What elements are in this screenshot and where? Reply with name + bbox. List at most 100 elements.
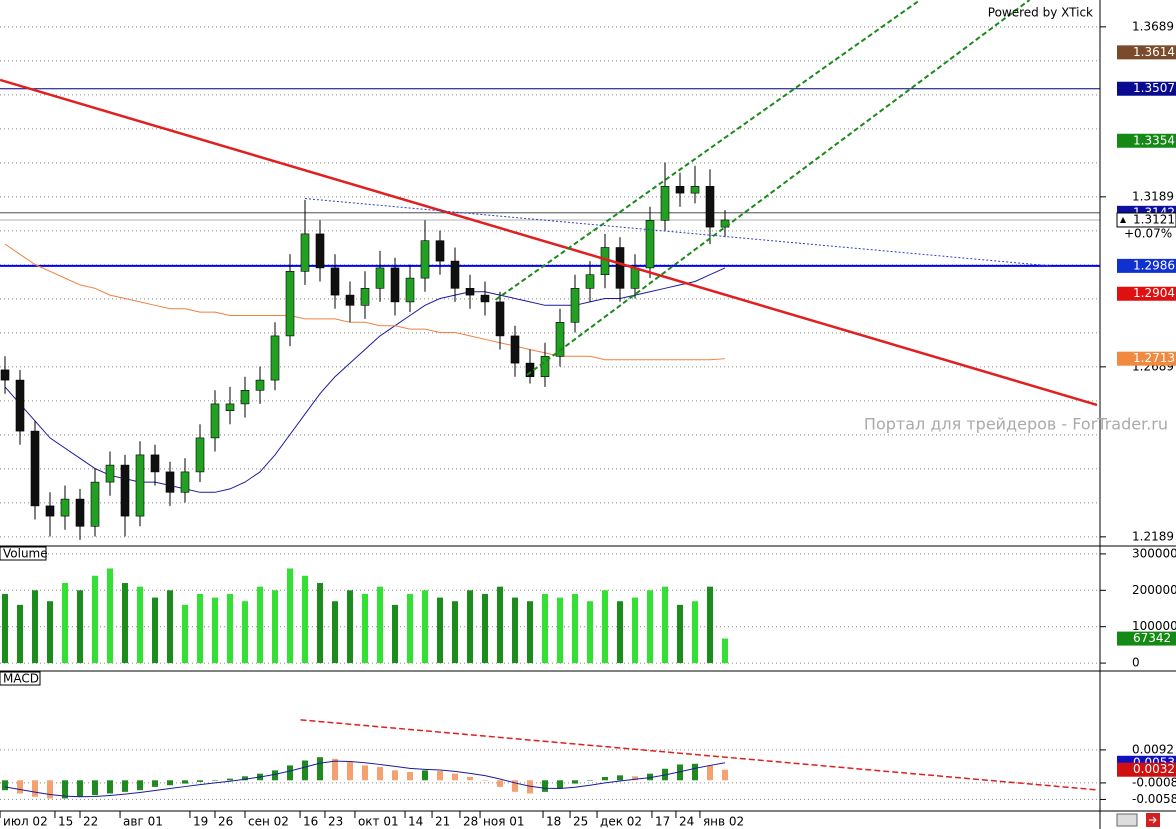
candle-body xyxy=(360,288,370,306)
candle-body xyxy=(630,267,640,289)
candle-body xyxy=(285,271,295,337)
candle-body xyxy=(435,240,445,262)
macd-bar xyxy=(437,771,443,781)
candle-body xyxy=(105,464,115,483)
macd-bar xyxy=(632,776,638,781)
y-tick-label: 200000 xyxy=(1132,583,1176,597)
price-badge-label: 67342 xyxy=(1133,631,1171,645)
candle-body xyxy=(465,288,475,296)
up-arrow xyxy=(1120,216,1126,223)
candle-body xyxy=(210,403,220,439)
volume-bar xyxy=(647,590,653,664)
volume-bar xyxy=(92,575,98,664)
macd-pane xyxy=(0,719,1100,800)
macd-bar xyxy=(227,778,233,781)
y-tick-label: -0.0008 xyxy=(1132,775,1176,789)
macd-bar xyxy=(197,780,203,782)
candle-body xyxy=(225,403,235,412)
moving-average xyxy=(4,243,726,361)
volume-bar xyxy=(527,601,533,664)
price-badge xyxy=(1117,762,1176,777)
volume-bar xyxy=(587,601,593,664)
macd-bar xyxy=(497,780,503,787)
candle-body xyxy=(660,186,670,221)
exit-icon xyxy=(1149,816,1157,824)
macd-bar xyxy=(272,770,278,781)
candle-body xyxy=(570,288,580,323)
candle-body xyxy=(375,267,385,289)
candle-body xyxy=(705,186,715,228)
x-tick-label: янв 02 xyxy=(703,815,744,829)
price-pane xyxy=(0,0,1100,540)
volume-bar xyxy=(62,583,68,664)
volume-bar xyxy=(287,568,293,664)
macd-bar xyxy=(587,780,593,781)
volume-bar xyxy=(197,593,203,664)
volume-bar xyxy=(452,601,458,664)
volume-bar xyxy=(482,593,488,664)
macd-bar xyxy=(182,780,188,784)
macd-bar xyxy=(557,780,563,789)
volume-bar xyxy=(32,590,38,664)
candle-body xyxy=(690,186,700,194)
candle-body xyxy=(45,505,55,517)
price-badge xyxy=(1117,258,1176,273)
macd-bar xyxy=(377,767,383,781)
volume-bar xyxy=(542,593,548,664)
y-tick-label: 0 xyxy=(1132,656,1140,670)
volume-bar xyxy=(107,568,113,664)
x-tick-label: окт 01 xyxy=(358,815,399,829)
macd-bar xyxy=(2,780,8,791)
volume-bar xyxy=(662,586,668,664)
volume-bar xyxy=(167,590,173,664)
candle-body xyxy=(75,498,85,527)
toolbar-button[interactable] xyxy=(1116,813,1138,827)
volume-bar xyxy=(317,583,323,664)
trend-line xyxy=(494,0,921,301)
x-tick-label: 28 xyxy=(463,815,478,829)
macd-bar xyxy=(47,780,53,799)
x-tick-label: 25 xyxy=(573,815,588,829)
macd-bar xyxy=(527,780,533,794)
macd-bar xyxy=(572,780,578,784)
x-tick-label: ноя 01 xyxy=(483,815,525,829)
volume-bar xyxy=(17,604,23,664)
macd-bar xyxy=(62,780,68,799)
watermark: Портал для трейдеров - ForTrader.ru xyxy=(864,415,1168,434)
candle-body xyxy=(315,233,325,269)
volume-bar xyxy=(707,586,713,664)
price-badge xyxy=(1117,133,1176,148)
macd-bar xyxy=(647,773,653,781)
last-price-badge xyxy=(1116,212,1176,228)
volume-bar xyxy=(722,638,728,664)
volume-bar xyxy=(77,590,83,664)
candle-body xyxy=(675,186,685,194)
y-tick-label: 1.2189 xyxy=(1132,529,1174,543)
price-badge xyxy=(1117,81,1176,96)
price-badge-label: 1.3614 xyxy=(1133,45,1175,59)
x-tick-label: 23 xyxy=(328,815,343,829)
macd-bar xyxy=(677,764,683,781)
macd-bar xyxy=(287,765,293,781)
macd-bar xyxy=(17,780,23,794)
candle-body xyxy=(330,267,340,296)
pane-title-box xyxy=(0,546,47,561)
volume-pane xyxy=(0,553,1100,664)
macd-bar xyxy=(122,780,128,792)
volume-bar xyxy=(377,586,383,664)
candle-body xyxy=(270,335,280,381)
y-tick-label: 0.0092 xyxy=(1132,742,1174,756)
macd-bar xyxy=(467,776,473,781)
macd-bar xyxy=(722,769,728,781)
volume-bar xyxy=(677,604,683,664)
price-badge xyxy=(1117,45,1176,60)
x-tick-label: июл 02 xyxy=(3,815,48,829)
price-badge-label: 1.2904 xyxy=(1133,286,1175,300)
x-tick-label: 15 xyxy=(58,815,73,829)
volume-bar xyxy=(572,593,578,664)
volume-bar xyxy=(302,575,308,664)
trend-line xyxy=(304,198,1051,267)
macd-bar xyxy=(242,776,248,781)
candle-body xyxy=(135,454,145,517)
candle-body xyxy=(0,369,10,381)
